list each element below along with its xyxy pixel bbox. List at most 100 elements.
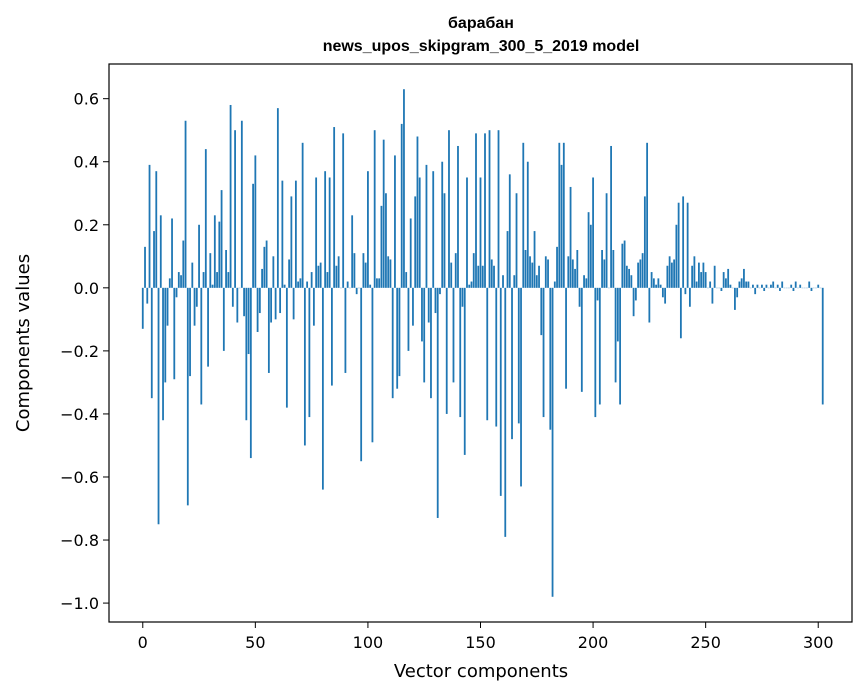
- bar: [734, 287, 736, 310]
- bar: [725, 278, 727, 288]
- bar: [623, 240, 626, 288]
- bar: [317, 265, 320, 288]
- bar: [294, 180, 297, 288]
- bar: [475, 133, 477, 288]
- bar: [319, 262, 322, 288]
- bar: [531, 262, 534, 288]
- bar: [693, 256, 696, 288]
- bar: [578, 287, 581, 307]
- bar: [234, 130, 236, 288]
- bar: [736, 287, 739, 298]
- bar: [274, 287, 277, 320]
- y-tick-label: −1.0: [60, 594, 99, 613]
- x-tick-label: 100: [353, 633, 384, 652]
- bar: [580, 287, 583, 392]
- bar: [637, 262, 640, 288]
- bar: [283, 284, 286, 288]
- bar: [421, 287, 423, 342]
- bar: [810, 287, 813, 291]
- bar: [765, 284, 768, 288]
- bar: [324, 171, 327, 288]
- bar: [675, 224, 678, 288]
- bar: [258, 287, 261, 314]
- bar: [652, 278, 655, 288]
- bar: [186, 287, 189, 506]
- bar: [409, 218, 412, 288]
- bar: [382, 139, 385, 288]
- bar: [594, 287, 597, 418]
- bar: [522, 142, 525, 288]
- bar: [180, 275, 182, 288]
- bar: [144, 246, 146, 288]
- bar: [166, 287, 169, 326]
- bar: [688, 287, 691, 307]
- bar: [292, 287, 295, 320]
- bar: [745, 281, 748, 288]
- y-tick-label: 0.4: [74, 153, 99, 172]
- bar: [641, 253, 644, 288]
- bar: [569, 186, 572, 288]
- bar: [279, 287, 282, 314]
- bar-series: [141, 89, 824, 597]
- bar: [481, 265, 484, 288]
- bar: [587, 212, 590, 288]
- bar: [367, 171, 369, 288]
- bar: [650, 272, 653, 288]
- bar: [249, 287, 252, 459]
- bar: [362, 253, 365, 288]
- bar: [380, 205, 383, 288]
- bar: [612, 250, 615, 288]
- bar: [315, 177, 318, 288]
- bar: [722, 272, 725, 288]
- bar: [207, 287, 209, 367]
- bar: [661, 287, 664, 298]
- bar: [450, 262, 453, 288]
- bar: [821, 287, 824, 405]
- bar: [351, 215, 354, 288]
- bar: [337, 256, 340, 288]
- bar: [576, 250, 579, 288]
- bar: [153, 231, 155, 288]
- y-tick-label: −0.6: [60, 468, 99, 487]
- bar: [299, 278, 302, 288]
- bar: [461, 287, 464, 307]
- bar: [376, 278, 378, 288]
- bar: [493, 265, 495, 288]
- bar: [682, 196, 685, 288]
- bar: [659, 284, 662, 288]
- bar: [585, 278, 588, 288]
- bar: [252, 183, 254, 288]
- bar: [632, 287, 635, 317]
- bar: [454, 253, 457, 288]
- bar: [792, 287, 795, 291]
- bar: [193, 287, 196, 326]
- bar: [817, 284, 820, 288]
- bar: [195, 287, 198, 307]
- bar: [391, 287, 394, 399]
- bar: [261, 268, 263, 288]
- bar: [407, 287, 410, 351]
- bar: [200, 287, 203, 405]
- bar: [306, 281, 309, 288]
- bar: [702, 262, 705, 288]
- bar: [168, 278, 171, 288]
- bar: [643, 196, 646, 288]
- bar: [709, 281, 712, 288]
- bar: [752, 284, 754, 288]
- bar: [441, 161, 444, 288]
- x-tick-label: 250: [690, 633, 721, 652]
- bar: [213, 215, 216, 288]
- x-tick-label: 150: [465, 633, 496, 652]
- bar: [679, 287, 682, 339]
- bar: [240, 120, 243, 288]
- bar: [684, 287, 687, 295]
- y-tick-label: 0.6: [74, 90, 99, 109]
- bar: [301, 142, 304, 288]
- bar: [781, 281, 784, 288]
- bar: [670, 262, 673, 288]
- bar: [544, 256, 547, 288]
- bar: [371, 287, 374, 443]
- bar: [220, 190, 223, 288]
- bar: [394, 155, 396, 288]
- bar: [155, 171, 158, 288]
